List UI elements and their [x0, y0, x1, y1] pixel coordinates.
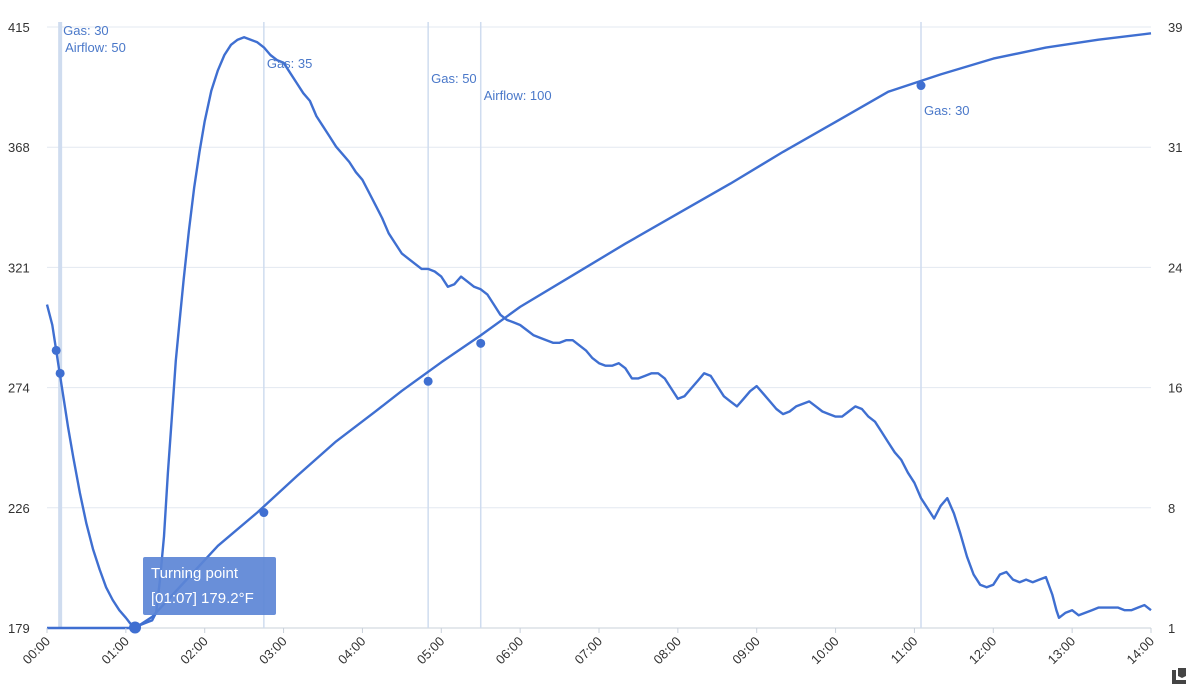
x-tick-label: 02:00: [177, 634, 211, 668]
turning-point-dot[interactable]: [129, 621, 142, 634]
x-tick-label: 14:00: [1124, 634, 1158, 668]
event-markers: [51, 81, 926, 518]
x-tick-label: 07:00: [572, 634, 606, 668]
right-axis-ticks: 1 8 16 24 31 39: [1168, 20, 1182, 636]
left-tick-label: 321: [8, 260, 30, 275]
left-tick-label: 226: [8, 501, 30, 516]
event-annotations: Gas: 30 Airflow: 50 Gas: 35 Gas: 50 Airflow:…: [63, 23, 969, 118]
x-tick-label: 03:00: [256, 634, 290, 668]
x-tick-label: 06:00: [493, 634, 527, 668]
right-tick-label: 16: [1168, 381, 1182, 396]
event-annotation: Airflow: 100: [484, 88, 552, 103]
event-annotation: Gas: 35: [267, 56, 313, 71]
x-tick-label: 08:00: [650, 634, 684, 668]
series-lines: [45, 32, 1152, 630]
x-tick-label: 00:00: [20, 634, 54, 668]
tooltip-value: [01:07] 179.2°F: [151, 590, 254, 607]
event-annotation: Airflow: 50: [65, 40, 126, 55]
tooltip-title: Turning point: [151, 565, 239, 582]
left-tick-label: 179: [8, 621, 30, 636]
right-tick-label: 1: [1168, 621, 1175, 636]
x-tick-label: 12:00: [966, 634, 1000, 668]
x-tick-label: 09:00: [729, 634, 763, 668]
left-tick-label: 274: [8, 381, 30, 396]
tooltip-background: [143, 557, 276, 615]
right-tick-label: 39: [1168, 20, 1182, 35]
event-lines: [58, 22, 922, 628]
event-marker[interactable]: [51, 345, 61, 355]
turning-point-tooltip: Turning point [01:07] 179.2°F: [129, 557, 276, 634]
temperature-line: [45, 36, 1152, 629]
event-marker[interactable]: [55, 368, 65, 378]
x-tick-label: 13:00: [1045, 634, 1079, 668]
right-tick-label: 8: [1168, 501, 1175, 516]
logo-icon: [1172, 668, 1186, 684]
x-tick-label: 04:00: [335, 634, 369, 668]
x-axis-ticks: 00:00 01:00 02:00 03:00 04:00 05:00 06:00 07:00…: [20, 628, 1158, 668]
event-marker[interactable]: [423, 376, 433, 386]
grid-lines: [47, 26, 1151, 629]
x-tick-label: 05:00: [414, 634, 448, 668]
rate-line: [47, 32, 1152, 630]
x-tick-label: 11:00: [888, 634, 921, 667]
left-axis-ticks: 179 226 274 321 368 415: [8, 20, 30, 636]
event-marker[interactable]: [476, 338, 486, 348]
left-tick-label: 415: [8, 20, 30, 35]
event-annotation: Gas: 30: [924, 103, 970, 118]
x-tick-label: 01:00: [98, 634, 132, 668]
event-annotation: Gas: 30: [63, 23, 109, 38]
event-annotation: Gas: 50: [431, 71, 477, 86]
left-tick-label: 368: [8, 140, 30, 155]
right-tick-label: 24: [1168, 260, 1182, 275]
event-marker[interactable]: [259, 508, 269, 518]
x-tick-label: 10:00: [808, 634, 842, 668]
right-tick-label: 31: [1168, 140, 1182, 155]
event-marker[interactable]: [916, 81, 926, 91]
